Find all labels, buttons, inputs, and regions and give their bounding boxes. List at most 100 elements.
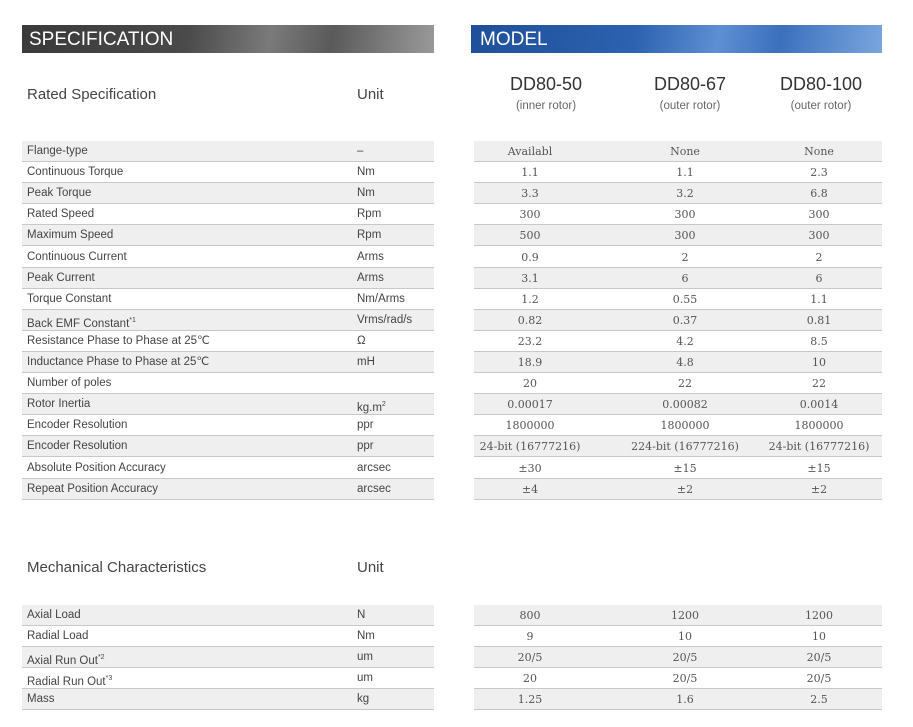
- spec-row: Number of poles: [22, 373, 434, 395]
- value-cell: 0.00017: [507, 398, 553, 412]
- value-cell: 4.8: [676, 356, 694, 369]
- value-cell: 10: [678, 630, 692, 643]
- value-cell: 20/5: [806, 651, 832, 664]
- row-label: Maximum Speed: [27, 225, 113, 246]
- value-cell: 800: [519, 609, 541, 622]
- spec-row: Repeat Position Accuracy arcsec: [22, 478, 434, 500]
- section-title: Rated Specification: [27, 86, 157, 103]
- unit-text: Arms: [357, 250, 384, 263]
- label-text: Rotor Inertia: [27, 398, 91, 411]
- value-cell: None: [804, 145, 834, 158]
- spec-row: Continuous Current Arms: [22, 247, 434, 268]
- label-text: Axial Run Out: [27, 654, 98, 667]
- value-cell: ±15: [673, 461, 697, 475]
- spec-row: Rated Speed Rpm: [22, 204, 434, 226]
- model-row: [474, 162, 882, 184]
- row-label: Radial Run Out*3: [27, 668, 112, 693]
- value-cell: 20/5: [672, 651, 698, 664]
- unit-text: ppr: [357, 419, 374, 432]
- value-cell: 6.8: [810, 187, 828, 201]
- value-cell: ±2: [676, 482, 694, 496]
- model-row: [474, 289, 882, 310]
- label-text: Peak Torque: [27, 187, 92, 200]
- row-label: Axial Load: [27, 605, 81, 626]
- row-label: Continuous Torque: [27, 162, 123, 183]
- label-text: Number of poles: [27, 377, 112, 390]
- row-unit: Rpm: [357, 204, 381, 225]
- row-unit: arcsec: [357, 458, 391, 479]
- model-name: DD80-100: [779, 74, 863, 94]
- spec-row: Axial Run Out*2 um: [22, 647, 434, 668]
- value-cell: 0.0014: [799, 398, 839, 412]
- label-text: Encoder Resolution: [27, 440, 128, 453]
- value-cell: None: [670, 145, 700, 158]
- label-text: Radial Run Out: [27, 675, 106, 688]
- row-label: Number of poles: [27, 373, 111, 394]
- row-label: Mass: [27, 689, 54, 710]
- model-row: [474, 436, 882, 458]
- value-cell: 3.3: [521, 187, 539, 201]
- row-unit: Ω: [357, 331, 366, 352]
- value-cell: 3.1: [521, 271, 539, 285]
- unit-text: Rpm: [357, 208, 382, 221]
- label-text: Repeat Position Accuracy: [27, 482, 159, 495]
- spec-row: Peak Torque Nm: [22, 183, 434, 205]
- value-cell: 1.25: [517, 693, 543, 706]
- model-row: [474, 352, 882, 374]
- model-type: (inner rotor): [515, 100, 577, 112]
- model-row: [474, 458, 882, 479]
- spec-row: Inductance Phase to Phase at 25℃ mH: [22, 352, 434, 374]
- label-text: Peak Current: [27, 271, 95, 284]
- unit-text: Ω: [357, 334, 366, 347]
- value-cell: 2.5: [810, 693, 828, 706]
- value-cell: 300: [808, 229, 830, 243]
- spec-header: SPECIFICATION: [22, 25, 434, 53]
- unit-text: –: [357, 145, 364, 157]
- row-unit: ppr: [357, 415, 374, 436]
- footnote-mark: *2: [97, 654, 105, 661]
- row-unit: Arms: [357, 268, 384, 289]
- model-row: [474, 415, 882, 437]
- unit-text: um: [357, 651, 373, 663]
- value-cell: 0.81: [806, 313, 832, 327]
- value-cell: 10: [812, 356, 826, 369]
- model-row: [474, 394, 882, 416]
- row-label: Absolute Position Accuracy: [27, 458, 166, 479]
- model-row: [474, 247, 882, 268]
- unit-text: Nm/Arms: [357, 292, 405, 305]
- model-row: [474, 267, 882, 289]
- value-cell: 1800000: [794, 419, 844, 433]
- row-label: Axial Run Out*2: [27, 647, 105, 672]
- model-row: [474, 141, 882, 163]
- value-cell: 24-bit (16777216): [768, 440, 870, 454]
- row-unit: –: [357, 141, 363, 162]
- value-cell: 1800000: [505, 419, 555, 433]
- value-cell: 500: [519, 229, 541, 243]
- unit-text: Nm: [357, 187, 375, 200]
- row-unit: um: [357, 647, 373, 668]
- footnote-mark: *1: [129, 316, 136, 324]
- unit-text: arcsec: [357, 482, 391, 495]
- spec-row: Radial Run Out*3 um: [22, 668, 434, 689]
- value-cell: 18.9: [517, 356, 543, 369]
- row-label: Repeat Position Accuracy: [27, 479, 158, 500]
- row-unit: Arms: [357, 247, 384, 268]
- spec-row: Rotor Inertia kg.m2: [22, 394, 434, 416]
- value-cell: 9: [526, 630, 534, 643]
- model-header: MODEL: [471, 25, 882, 53]
- label-text: Encoder Resolution: [27, 419, 128, 432]
- unit-text: Rpm: [357, 229, 382, 242]
- value-cell: 24-bit (16777216): [479, 440, 581, 454]
- row-label: Rated Speed: [27, 204, 94, 225]
- value-cell: ±15: [807, 461, 831, 475]
- row-unit: ppr: [357, 436, 374, 457]
- label-text: Inductance Phase to Phase at 25℃: [27, 356, 210, 368]
- spec-row: Encoder Resolution ppr: [22, 436, 434, 458]
- unit-text: mH: [357, 356, 375, 368]
- value-cell: 3.2: [676, 187, 694, 201]
- row-unit: um: [357, 668, 373, 689]
- row-label: Flange-type: [27, 141, 88, 162]
- row-label: Encoder Resolution: [27, 415, 127, 436]
- spec-row: Axial Load N: [22, 605, 434, 626]
- spec-row: Mass kg: [22, 689, 434, 710]
